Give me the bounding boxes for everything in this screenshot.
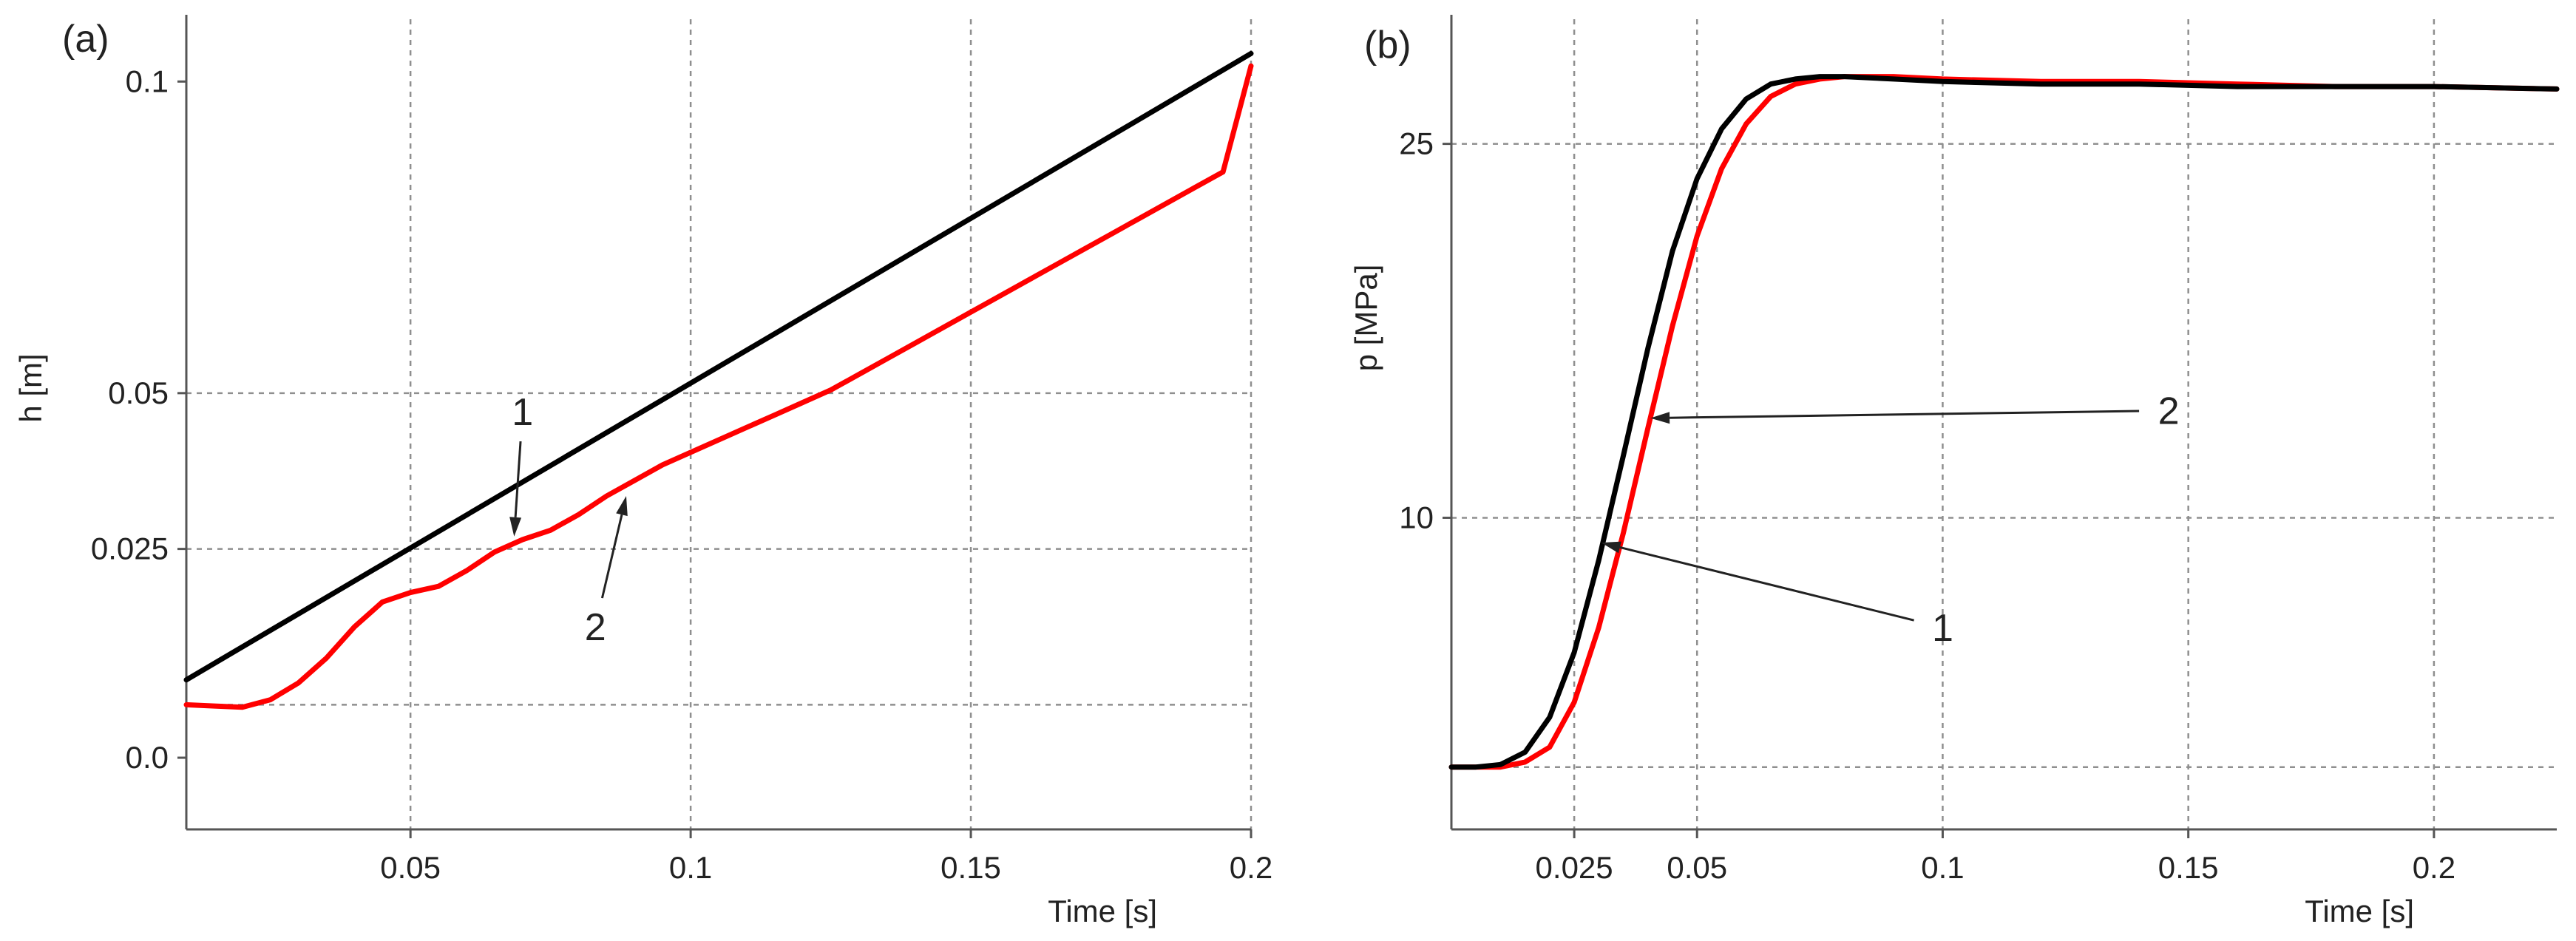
panel-b-series — [1448, 74, 2560, 770]
panel-a-annotation-1-label: 2 — [585, 606, 606, 649]
panel-a-annotation-1-leader — [600, 514, 623, 599]
panel-a-series-line-2 — [183, 63, 1254, 710]
panel-b-annotation-1-label: 1 — [1932, 607, 1953, 650]
panel-a-x-tick-label-1: 0.1 — [669, 850, 712, 885]
panel-b-y-axis-title: p [MPa] — [1349, 265, 1383, 372]
panel-a-annotation-1-arrowhead — [616, 495, 628, 517]
panel-a-x-axis-title: Time [s] — [1048, 894, 1157, 928]
panel-b-annotation-0-arrowhead — [1650, 412, 1670, 424]
panel-b-annotation-0-label: 2 — [2158, 390, 2180, 432]
panel-a-annotation-0-label: 1 — [512, 391, 533, 434]
panel-b-x-axis-title: Time [s] — [2305, 894, 2414, 928]
panel-a-ticks: 0.05 0.1 0.15 0.2 0.0 0.025 0.05 0.1 — [91, 64, 1272, 885]
panel-b-ticks: 0.025 0.05 0.1 0.15 0.2 10 25 — [1399, 126, 2455, 885]
panel-a-x-tick-label-2: 0.15 — [940, 850, 1001, 885]
panel-b-grid — [1451, 19, 2557, 829]
panel-b-label: (b) — [1364, 24, 1411, 67]
panel-b-axes — [1450, 15, 2557, 831]
panel-b-annotation-1-arrowhead — [1601, 541, 1621, 554]
panel-b-x-tick-label-0: 0.025 — [1536, 850, 1613, 885]
panel-b-annotation-0-leader — [1670, 410, 2140, 419]
panel-a-annotation-0-arrowhead — [509, 517, 522, 537]
panel-a-series-line-1 — [183, 50, 1254, 683]
panel-b-annotation-1-leader — [1619, 546, 1914, 622]
panel-a-axes — [185, 15, 1251, 831]
panel-a-y-tick-label-2: 0.05 — [108, 376, 169, 410]
panel-a-y-tick-label-0: 0.0 — [126, 740, 169, 775]
panel-a-label: (a) — [62, 18, 109, 61]
panel-b-series-line-1 — [1448, 74, 2560, 770]
panel-b-y-tick-label-1: 25 — [1399, 126, 1434, 161]
panel-a-grid — [186, 19, 1253, 829]
panel-b-x-tick-label-1: 0.05 — [1667, 850, 1727, 885]
panel-a-x-tick-label-3: 0.2 — [1230, 850, 1272, 885]
panel-a-y-axis-title: h [m] — [13, 353, 48, 422]
panel-a-x-tick-label-0: 0.05 — [380, 850, 441, 885]
panel-b-y-tick-label-0: 10 — [1399, 500, 1434, 534]
panel-a-y-tick-label-3: 0.1 — [126, 64, 169, 98]
panel-b-x-tick-label-2: 0.1 — [1921, 850, 1964, 885]
panel-a-annotation-0-leader — [514, 441, 522, 517]
panel-b-series-line-2 — [1448, 74, 2560, 770]
panel-a-series — [183, 50, 1254, 710]
panel-a-annotations: 12 — [509, 391, 628, 649]
panel-b-x-tick-label-4: 0.2 — [2413, 850, 2455, 885]
panel-b-x-tick-label-3: 0.15 — [2158, 850, 2219, 885]
panel-b-annotations: 21 — [1601, 390, 2180, 650]
panel-a-y-tick-label-1: 0.025 — [91, 531, 169, 566]
